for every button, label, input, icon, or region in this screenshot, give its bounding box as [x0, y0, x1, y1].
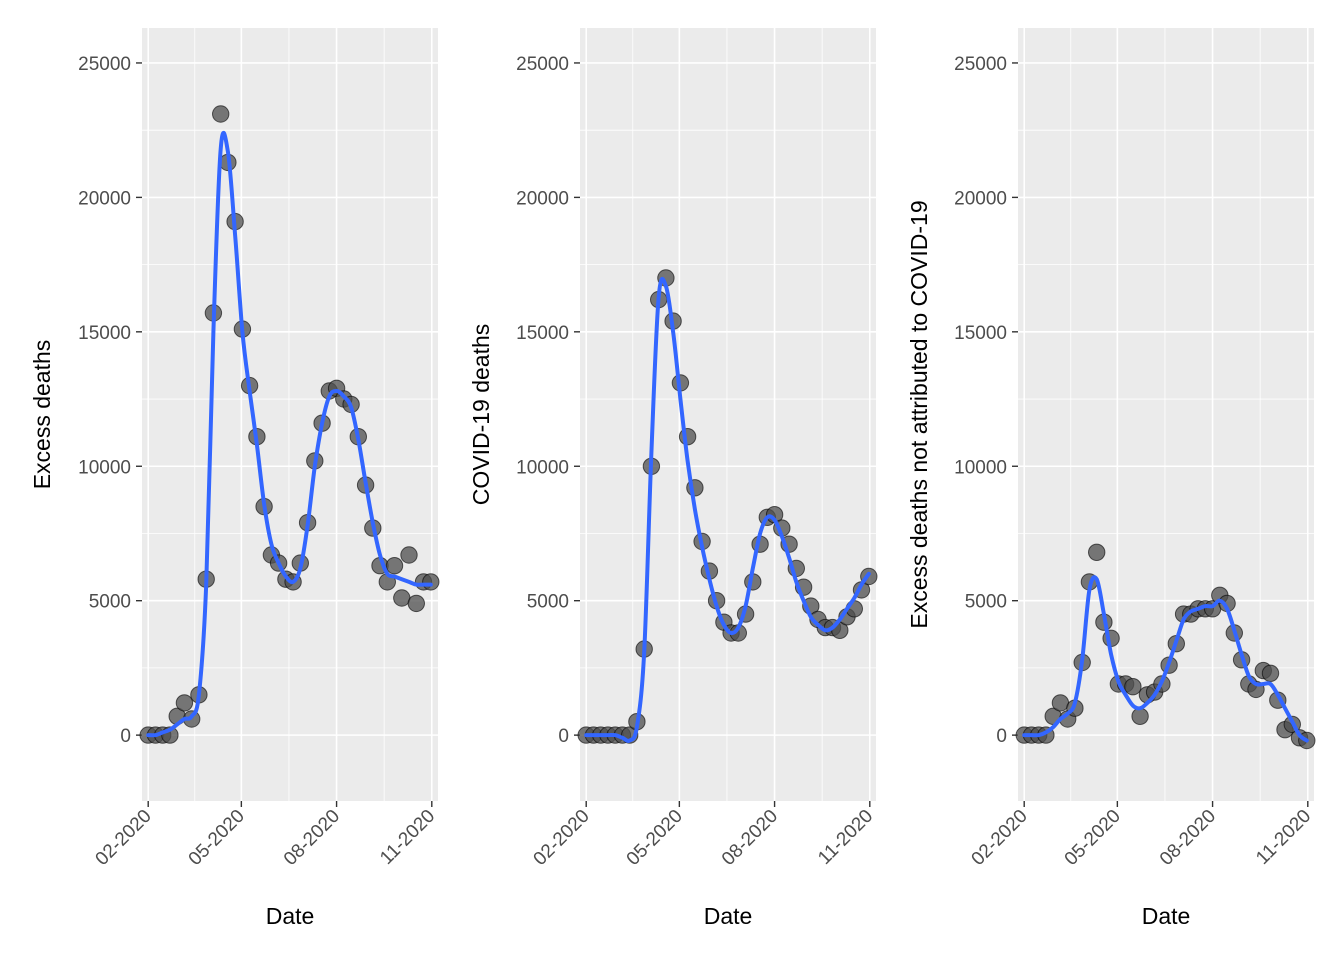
y-tick-label: 10000 — [954, 457, 1007, 478]
y-tick-label: 0 — [996, 726, 1007, 747]
x-tick-label: 05-2020 — [185, 806, 249, 870]
panel-background — [142, 28, 438, 801]
data-point — [1088, 543, 1106, 561]
chart-panel-3: 0 5000 10000 15000 20000 25000 02-2020 05-2020 0… — [906, 28, 1316, 929]
data-point — [1051, 694, 1070, 712]
x-tick-label: 02-2020 — [92, 806, 156, 870]
y-axis-title: Excess deaths — [29, 340, 55, 490]
data-point — [422, 573, 440, 591]
y-tick-label: 25000 — [516, 54, 569, 75]
data-point — [400, 546, 418, 564]
x-tick-label: 05-2020 — [623, 806, 687, 870]
y-tick-label: 20000 — [78, 188, 131, 209]
y-tick-label: 15000 — [516, 323, 569, 344]
data-point — [393, 589, 411, 607]
data-point — [385, 557, 404, 575]
x-tick-label: 02-2020 — [968, 806, 1032, 870]
y-tick-label: 10000 — [78, 457, 131, 478]
smooth-line — [584, 276, 871, 743]
y-tick-label: 0 — [120, 726, 131, 747]
y-tick-label: 15000 — [954, 323, 1007, 344]
panel-background — [580, 28, 876, 801]
data-point — [407, 594, 425, 613]
x-axis-title: Date — [266, 903, 315, 929]
y-tick-label: 20000 — [954, 188, 1007, 209]
y-tick-label: 25000 — [78, 54, 131, 75]
data-point — [1124, 678, 1142, 696]
data-point — [1261, 664, 1280, 682]
x-tick-label: 08-2020 — [1156, 806, 1220, 870]
x-tick-label: 08-2020 — [280, 806, 344, 870]
x-tick-label: 11-2020 — [1252, 806, 1315, 869]
y-tick-label: 15000 — [78, 323, 131, 344]
data-point — [1131, 707, 1149, 725]
x-tick-label: 11-2020 — [814, 806, 877, 869]
smooth-line — [146, 130, 433, 738]
y-axis-title: Excess deaths not attributed to COVID-19 — [906, 200, 932, 628]
data-point — [678, 428, 697, 446]
x-tick-label: 02-2020 — [530, 806, 594, 870]
y-tick-label: 20000 — [516, 188, 569, 209]
y-tick-label: 0 — [558, 726, 569, 747]
y-tick-label: 5000 — [527, 592, 569, 613]
x-tick-label: 08-2020 — [718, 806, 782, 870]
smooth-line — [1022, 575, 1309, 743]
x-tick-label: 05-2020 — [1061, 806, 1125, 870]
y-tick-label: 25000 — [954, 54, 1007, 75]
y-tick-label: 5000 — [89, 592, 131, 613]
data-point — [175, 694, 194, 712]
chart-panel-2: 0 5000 10000 15000 20000 25000 02-2020 05-2020 0… — [468, 28, 878, 929]
x-axis-title: Date — [704, 903, 753, 929]
x-axis-title: Date — [1142, 903, 1191, 929]
y-tick-label: 5000 — [965, 592, 1007, 613]
chart-panel-1: 0 5000 10000 15000 20000 25000 02-2020 05-2020 0… — [29, 28, 440, 929]
y-tick-label: 10000 — [516, 457, 569, 478]
x-tick-label: 11-2020 — [376, 806, 439, 869]
data-point — [212, 105, 230, 123]
y-axis-title: COVID-19 deaths — [468, 324, 494, 506]
